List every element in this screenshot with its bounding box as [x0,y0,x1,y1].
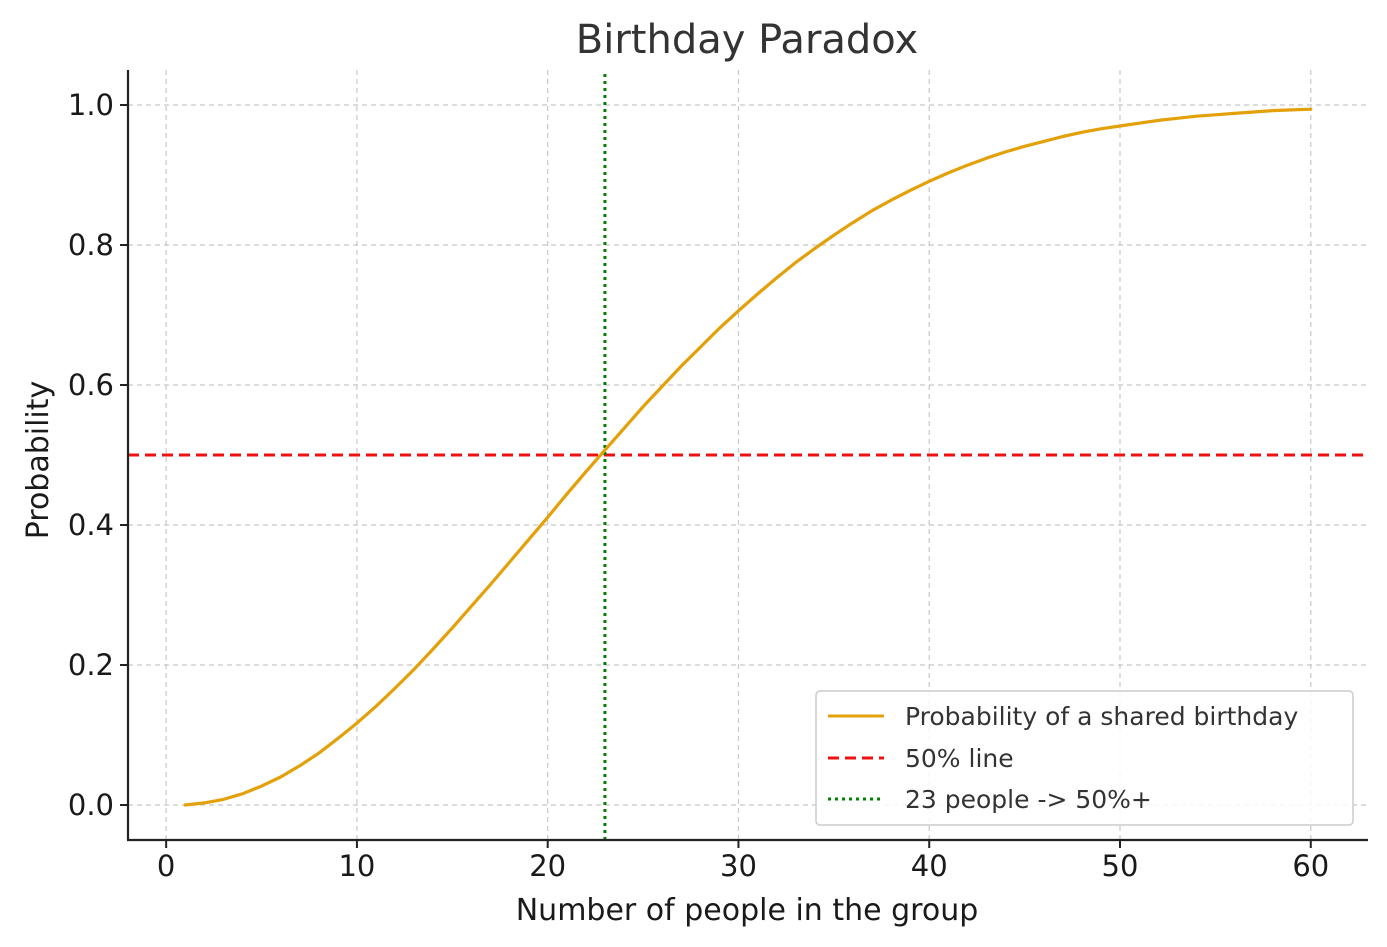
x-axis-ticks: 0 10 20 30 40 50 60 [157,840,1329,883]
y-tick-label: 0.0 [68,788,114,822]
x-axis-label: Number of people in the group [516,893,979,928]
legend-label-50-line: 50% line [905,744,1014,773]
y-tick-label: 0.2 [68,648,114,682]
legend-label-shared-birthday: Probability of a shared birthday [905,702,1298,731]
y-tick-label: 1.0 [68,88,114,122]
x-tick-label: 10 [338,849,375,883]
series-layer [128,74,1368,840]
x-tick-label: 60 [1292,849,1329,883]
x-tick-label: 20 [529,849,566,883]
legend: Probability of a shared birthday 50% lin… [815,690,1354,826]
probability-curve [183,107,1313,807]
y-axis-ticks: 0.0 0.2 0.4 0.6 0.8 1.0 [68,88,128,822]
x-tick-label: 40 [911,849,948,883]
chart-title: Birthday Paradox [576,17,918,63]
x-tick-label: 50 [1102,849,1139,883]
y-tick-label: 0.4 [68,508,114,542]
y-axis-label: Probability [21,381,56,540]
y-tick-label: 0.6 [68,368,114,402]
x-tick-label: 0 [157,849,175,883]
legend-box [815,690,1354,826]
legend-label-23-people: 23 people -> 50%+ [905,785,1152,814]
x-tick-label: 30 [720,849,757,883]
y-tick-label: 0.8 [68,228,114,262]
